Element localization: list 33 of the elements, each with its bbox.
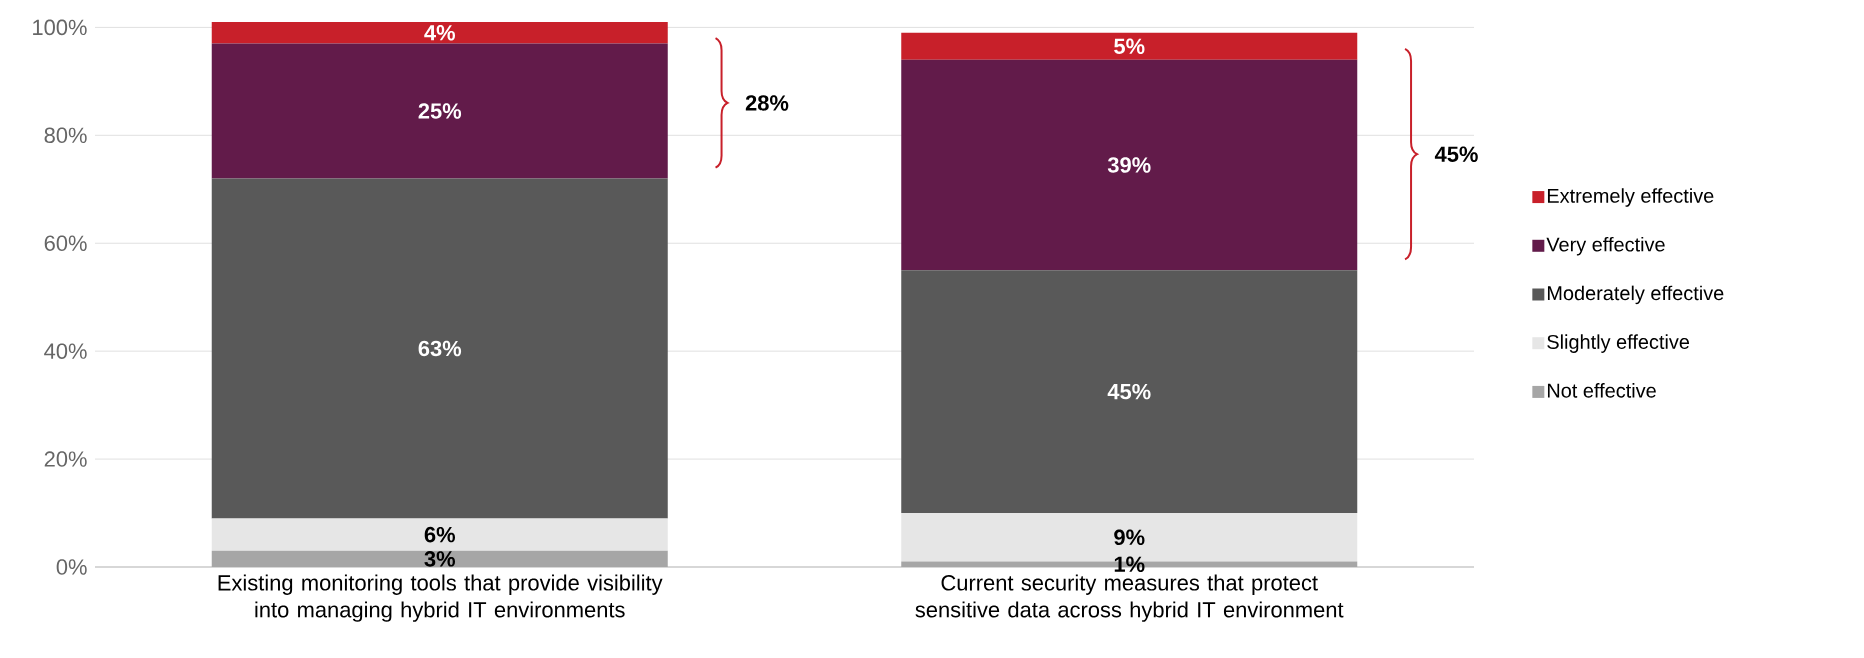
data-label: 6%: [424, 526, 455, 543]
data-label: 4%: [424, 25, 455, 41]
x-tick-label: Existing monitoring tools that provide visibility into managing hybrid IT environments: [218, 574, 663, 622]
data-label: 63%: [418, 340, 462, 357]
data-label: 9%: [1114, 529, 1145, 546]
bar: [211, 550, 668, 567]
legend-label: Extremely effective: [1547, 188, 1714, 207]
bar: [901, 32, 1358, 60]
bar: [211, 518, 668, 551]
data-label: 25%: [418, 103, 462, 119]
legend-label: Moderately effective: [1547, 285, 1724, 305]
annotation: 45%: [1434, 146, 1478, 162]
data-label: 5%: [1114, 38, 1145, 55]
bar: [211, 178, 668, 519]
y-tick-label: 100%: [33, 19, 87, 36]
data-label: 45%: [1107, 383, 1151, 400]
legend-label: Slightly effective: [1547, 334, 1690, 353]
data-label: 3%: [424, 551, 455, 567]
data-label: 39%: [1107, 157, 1151, 173]
legend-label: Very effective: [1546, 236, 1665, 256]
y-tick-label: 0%: [56, 559, 87, 575]
annotation: 28%: [745, 95, 789, 111]
legend-label: Not effective: [1547, 383, 1656, 398]
y-tick-label: 20%: [44, 451, 87, 467]
bar: [211, 43, 668, 179]
bar: [901, 270, 1358, 514]
y-tick-label: 60%: [44, 235, 87, 251]
y-tick-label: 40%: [44, 343, 87, 359]
x-tick-label: Current security measures that protect sensitive data across hybrid IT environment: [915, 574, 1344, 622]
bar: [901, 59, 1358, 271]
bar: [211, 21, 668, 44]
data-label: 1%: [1114, 556, 1145, 573]
y-tick-label: 80%: [44, 127, 87, 144]
